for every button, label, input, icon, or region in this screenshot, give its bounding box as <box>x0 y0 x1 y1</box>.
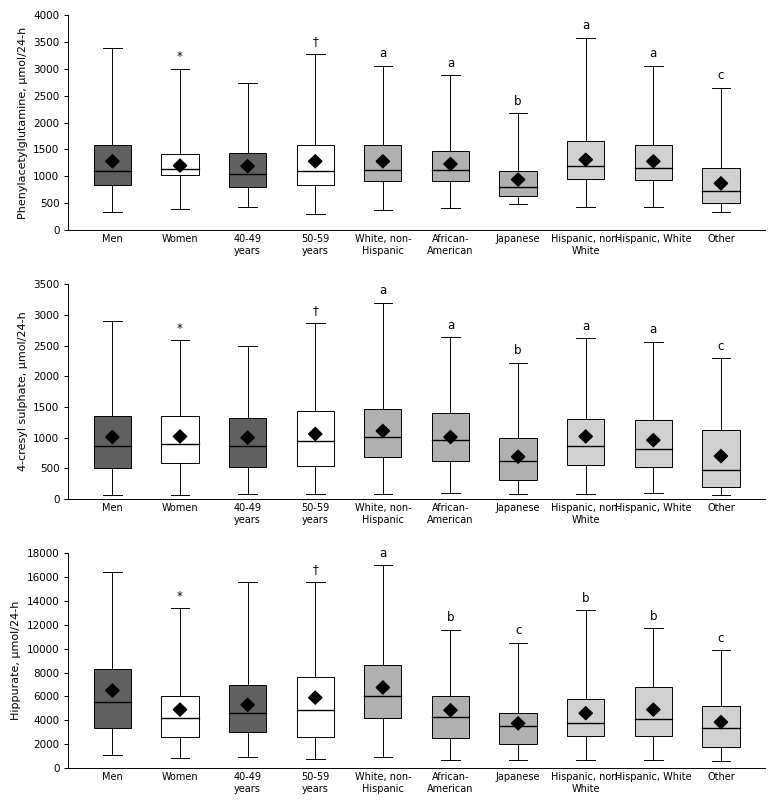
Bar <box>229 153 266 187</box>
Text: a: a <box>650 324 657 336</box>
Polygon shape <box>511 173 525 186</box>
Bar <box>364 666 401 718</box>
Bar <box>296 677 334 737</box>
Text: b: b <box>447 611 454 624</box>
Text: c: c <box>718 340 724 353</box>
Bar <box>296 411 334 466</box>
Text: b: b <box>514 94 521 108</box>
Polygon shape <box>241 159 255 172</box>
Text: *: * <box>177 590 183 603</box>
Text: a: a <box>379 284 386 297</box>
Polygon shape <box>173 159 187 172</box>
Polygon shape <box>106 431 119 444</box>
Bar <box>635 687 672 736</box>
Polygon shape <box>376 424 390 437</box>
Bar <box>364 409 401 457</box>
Bar <box>635 420 672 467</box>
Polygon shape <box>444 704 457 716</box>
Polygon shape <box>173 430 187 443</box>
Polygon shape <box>444 431 457 444</box>
Text: c: c <box>718 631 724 645</box>
Bar <box>229 418 266 467</box>
Text: c: c <box>718 69 724 82</box>
Polygon shape <box>106 155 119 167</box>
Polygon shape <box>579 430 592 443</box>
Text: a: a <box>582 19 589 32</box>
Text: *: * <box>177 51 183 64</box>
Bar <box>702 706 740 746</box>
Text: a: a <box>447 57 454 70</box>
Bar <box>702 168 740 203</box>
Bar <box>432 696 469 738</box>
Polygon shape <box>309 427 322 440</box>
Polygon shape <box>646 434 660 447</box>
Y-axis label: Hippurate, μmol/24-h: Hippurate, μmol/24-h <box>11 601 21 720</box>
Text: †: † <box>313 304 318 317</box>
Bar <box>296 145 334 185</box>
Bar <box>500 171 537 196</box>
Bar <box>567 419 605 464</box>
Polygon shape <box>106 684 119 697</box>
Bar <box>229 685 266 733</box>
Bar <box>567 142 605 179</box>
Bar <box>94 669 131 728</box>
Bar <box>94 416 131 469</box>
Polygon shape <box>444 158 457 171</box>
Bar <box>635 145 672 180</box>
Polygon shape <box>714 450 728 463</box>
Bar <box>161 154 199 175</box>
Y-axis label: Phenylacetylglutamine, μmol/24-h: Phenylacetylglutamine, μmol/24-h <box>18 27 28 219</box>
Text: *: * <box>177 322 183 335</box>
Bar <box>432 413 469 461</box>
Text: a: a <box>379 47 386 60</box>
Bar <box>161 415 199 463</box>
Bar <box>567 699 605 736</box>
Bar <box>94 145 131 185</box>
Text: †: † <box>313 35 318 48</box>
Bar <box>432 151 469 180</box>
Text: b: b <box>514 345 521 357</box>
Polygon shape <box>241 699 255 712</box>
Polygon shape <box>376 155 390 167</box>
Text: a: a <box>650 47 657 60</box>
Polygon shape <box>173 703 187 716</box>
Polygon shape <box>579 707 592 720</box>
Polygon shape <box>309 691 322 704</box>
Bar <box>364 145 401 180</box>
Text: †: † <box>313 564 318 576</box>
Polygon shape <box>241 431 255 444</box>
Text: b: b <box>650 610 657 623</box>
Bar <box>500 713 537 745</box>
Text: c: c <box>515 625 521 638</box>
Bar <box>702 430 740 488</box>
Bar <box>161 696 199 737</box>
Bar <box>500 438 537 480</box>
Polygon shape <box>579 153 592 166</box>
Polygon shape <box>714 177 728 190</box>
Polygon shape <box>511 717 525 730</box>
Text: a: a <box>582 320 589 332</box>
Polygon shape <box>646 155 660 167</box>
Y-axis label: 4-cresyl sulphate, μmol/24-h: 4-cresyl sulphate, μmol/24-h <box>18 312 28 472</box>
Polygon shape <box>309 155 322 167</box>
Polygon shape <box>646 703 660 716</box>
Polygon shape <box>714 716 728 729</box>
Polygon shape <box>376 681 390 694</box>
Text: a: a <box>447 319 454 332</box>
Polygon shape <box>511 450 525 463</box>
Text: b: b <box>582 592 590 605</box>
Text: a: a <box>379 547 386 559</box>
